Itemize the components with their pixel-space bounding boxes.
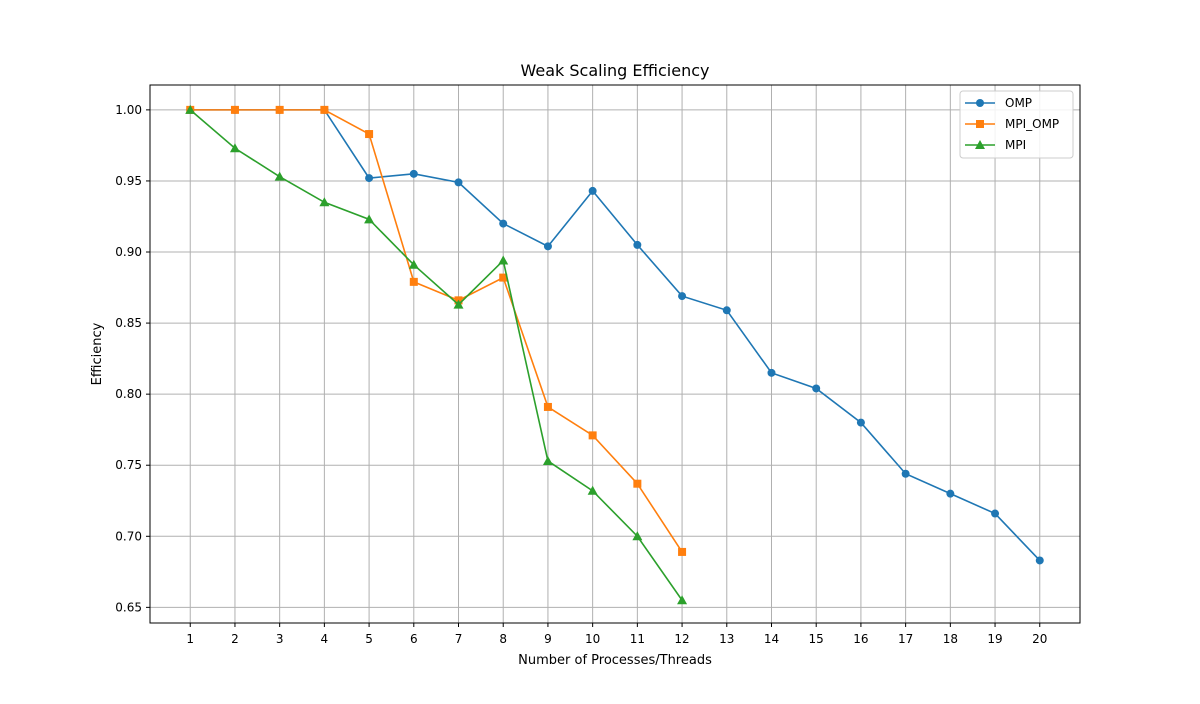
series-line-omp	[190, 109, 1041, 562]
x-tick-label: 17	[898, 632, 913, 646]
data-point-mpi	[319, 197, 330, 207]
legend-item-mpi: MPI	[965, 138, 1026, 152]
y-tick-label: 0.70	[115, 529, 142, 543]
grid-layer	[150, 85, 1080, 623]
x-tick-label: 2	[231, 632, 239, 646]
legend-marker	[975, 140, 985, 149]
legend-item-mpi-omp: MPI_OMP	[965, 117, 1059, 131]
x-axis-label: Number of Processes/Threads	[518, 653, 712, 668]
y-tick-label: 0.90	[115, 245, 142, 259]
data-point-omp	[767, 368, 776, 377]
series-mpi-omp	[186, 105, 687, 556]
y-tick-label: 0.75	[115, 458, 142, 472]
data-point-mpi-omp	[230, 105, 239, 114]
data-point-mpi	[498, 255, 509, 265]
data-point-mpi-omp	[499, 273, 508, 282]
data-point-omp	[1035, 556, 1044, 565]
data-point-mpi	[632, 531, 643, 541]
data-point-mpi	[229, 143, 240, 153]
y-tick-label: 0.80	[115, 387, 142, 401]
data-point-mpi-omp	[588, 431, 597, 440]
data-point-mpi-omp	[409, 277, 418, 286]
data-point-omp	[678, 292, 687, 301]
x-tick-label: 15	[809, 632, 824, 646]
x-tick-label: 18	[943, 632, 958, 646]
data-point-mpi	[408, 259, 419, 269]
data-point-mpi	[677, 595, 688, 605]
x-tick-label: 13	[719, 632, 734, 646]
y-tick-label: 0.85	[115, 316, 142, 330]
y-tick-label: 1.00	[115, 103, 142, 117]
legend: OMP MPI_OMP MPI	[959, 90, 1074, 159]
legend-marker	[976, 99, 984, 107]
x-tick-label: 3	[276, 632, 284, 646]
x-tick-label: 8	[499, 632, 507, 646]
x-tick-label: 4	[321, 632, 329, 646]
tick-layer: 1 2 3 4 5 6 7 8 9 10 11 12 13 14 15 16 17 18 19 200.650.700…	[115, 103, 1047, 646]
series-omp	[186, 105, 1044, 565]
data-point-mpi-omp	[678, 547, 687, 556]
x-tick-label: 1	[186, 632, 194, 646]
data-point-omp	[588, 186, 597, 195]
x-tick-label: 12	[674, 632, 689, 646]
data-point-mpi-omp	[275, 105, 284, 114]
data-point-omp	[454, 178, 463, 187]
x-tick-label: 9	[544, 632, 552, 646]
legend-label: MPI	[1005, 138, 1026, 152]
x-tick-label: 7	[455, 632, 463, 646]
data-point-omp	[543, 242, 552, 251]
x-tick-label: 5	[365, 632, 373, 646]
x-tick-label: 10	[585, 632, 600, 646]
data-point-omp	[722, 306, 731, 315]
x-tick-label: 20	[1032, 632, 1047, 646]
legend-label: OMP	[1005, 96, 1032, 110]
x-tick-label: 19	[987, 632, 1002, 646]
data-point-mpi	[185, 104, 196, 114]
x-tick-label: 16	[853, 632, 868, 646]
data-point-omp	[901, 469, 910, 478]
data-point-omp	[409, 169, 418, 178]
data-point-mpi-omp	[320, 105, 329, 114]
chart-title: Weak Scaling Efficiency	[521, 61, 710, 80]
series-line-mpi-omp	[190, 109, 683, 553]
x-tick-label: 11	[630, 632, 645, 646]
series-line-mpi	[189, 109, 683, 601]
data-point-omp	[856, 418, 865, 427]
series-layer	[185, 104, 1044, 605]
data-point-omp	[633, 240, 642, 249]
data-point-mpi-omp	[365, 130, 374, 139]
legend-box	[959, 90, 1074, 159]
legend-marker	[976, 120, 984, 128]
x-tick-label: 6	[410, 632, 418, 646]
data-point-mpi	[453, 299, 464, 309]
legend-label: MPI_OMP	[1005, 117, 1059, 131]
data-point-mpi-omp	[633, 479, 642, 488]
data-point-omp	[365, 174, 374, 183]
series-mpi	[185, 104, 688, 605]
data-point-mpi	[274, 171, 285, 181]
data-point-mpi	[587, 485, 598, 495]
data-point-omp	[991, 509, 1000, 518]
legend-item-omp: OMP	[965, 96, 1032, 110]
data-point-mpi	[542, 455, 553, 465]
y-tick-label: 0.95	[115, 174, 142, 188]
y-axis-label: Efficiency	[90, 322, 105, 385]
data-point-omp	[499, 219, 508, 228]
plot-frame	[149, 84, 1081, 624]
y-tick-label: 0.65	[115, 600, 142, 614]
data-point-mpi	[364, 214, 375, 224]
x-tick-label: 14	[764, 632, 779, 646]
data-point-omp	[946, 489, 955, 498]
data-point-mpi-omp	[543, 402, 552, 411]
data-point-omp	[812, 384, 821, 393]
